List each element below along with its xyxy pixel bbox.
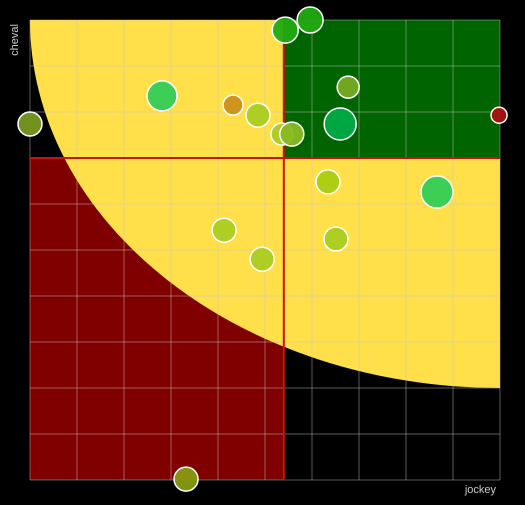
y-axis-label: cheval bbox=[9, 24, 21, 56]
bubble bbox=[323, 226, 349, 252]
bubble bbox=[211, 217, 237, 243]
bubble bbox=[249, 246, 275, 272]
x-axis-label: jockey bbox=[464, 484, 497, 496]
bubble bbox=[315, 169, 341, 195]
bubble bbox=[271, 16, 299, 44]
bubble bbox=[279, 121, 305, 147]
bubble bbox=[323, 107, 357, 141]
high-zone bbox=[283, 20, 500, 158]
bubble bbox=[146, 80, 178, 112]
bubble bbox=[420, 175, 454, 209]
bubble bbox=[336, 75, 360, 99]
bubble bbox=[17, 111, 43, 137]
bubble bbox=[296, 6, 324, 34]
bubble bbox=[222, 94, 244, 116]
bubble bbox=[490, 106, 508, 124]
bubble bbox=[173, 466, 199, 492]
bubble bbox=[245, 102, 271, 128]
